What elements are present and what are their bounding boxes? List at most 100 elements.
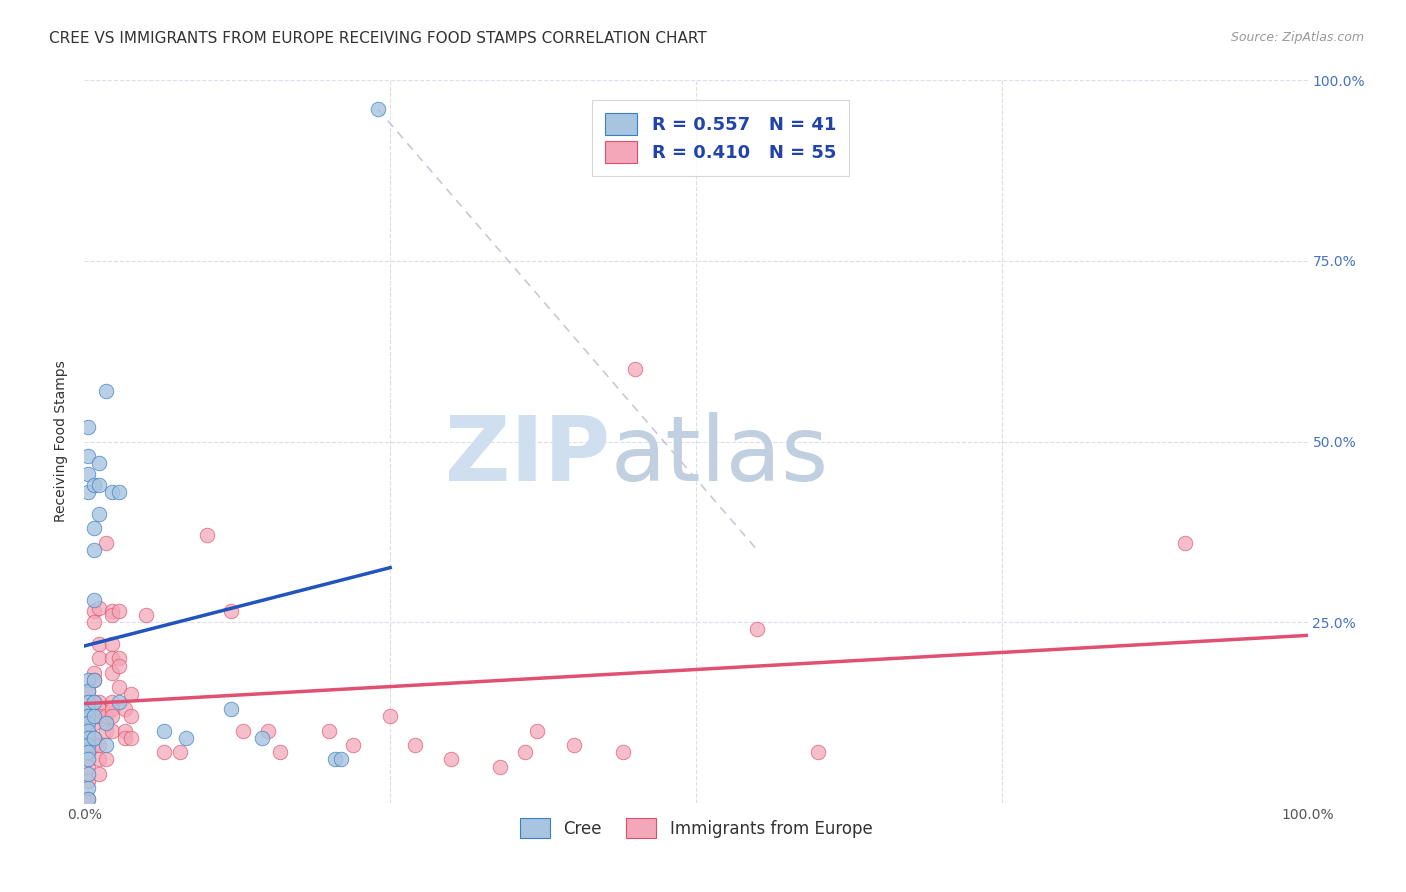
Point [107,695,129,709]
Point [101,607,124,622]
Point [96,752,118,766]
Point [77,792,100,806]
Point [404,738,426,752]
Point [77,731,100,745]
Point [257,723,280,738]
Point [77,683,100,698]
Point [513,745,536,759]
Point [107,604,129,618]
Point [77,723,100,738]
Point [107,485,129,500]
Point [342,738,364,752]
Point [101,604,124,618]
Point [77,774,100,789]
Point [120,687,142,701]
Point [87,637,110,651]
Point [77,781,100,796]
Point [101,651,124,665]
Point [77,420,100,434]
Point [96,384,118,398]
Text: ZIP: ZIP [446,412,610,500]
Point [101,702,124,716]
Point [562,738,585,752]
Point [232,723,254,738]
Point [83,695,105,709]
Point [195,528,218,542]
Point [114,731,136,745]
Point [624,362,647,376]
Point [107,658,129,673]
Point [83,738,105,752]
Point [380,709,402,723]
Point [153,745,176,759]
Point [77,673,100,687]
Point [83,731,105,745]
Point [77,702,100,716]
Point [1174,535,1197,549]
Point [101,709,124,723]
Point [77,738,100,752]
Point [96,723,118,738]
Point [120,731,142,745]
Point [77,792,100,806]
Point [87,456,110,470]
Point [77,467,100,481]
Point [83,521,105,535]
Point [77,738,100,752]
Point [83,673,105,687]
Point [120,709,142,723]
Point [250,731,273,745]
Point [219,604,242,618]
Point [83,716,105,731]
Text: atlas: atlas [610,412,828,500]
Point [87,709,110,723]
Point [174,731,197,745]
Point [269,745,291,759]
Point [77,716,100,731]
Point [101,637,124,651]
Point [96,535,118,549]
Point [101,665,124,680]
Point [87,478,110,492]
Point [101,723,124,738]
Point [96,709,118,723]
Point [83,673,105,687]
Point [114,723,136,738]
Point [77,702,100,716]
Point [87,752,110,766]
Point [77,683,100,698]
Point [96,716,118,731]
Point [114,702,136,716]
Legend: Cree, Immigrants from Europe: Cree, Immigrants from Europe [513,812,879,845]
Point [77,767,100,781]
Point [87,651,110,665]
Point [807,745,830,759]
Point [96,738,118,752]
Point [83,709,105,723]
Point [77,449,100,463]
Point [323,752,346,766]
Point [87,702,110,716]
Point [169,745,191,759]
Y-axis label: Receiving Food Stamps: Receiving Food Stamps [55,360,69,523]
Point [135,607,157,622]
Point [87,767,110,781]
Point [77,709,100,723]
Point [440,752,463,766]
Point [107,680,129,694]
Point [489,760,512,774]
Point [83,478,105,492]
Point [101,485,124,500]
Point [77,695,100,709]
Point [87,600,110,615]
Point [83,593,105,607]
Point [83,604,105,618]
Point [107,651,129,665]
Point [77,485,100,500]
Point [77,752,100,766]
Point [612,745,634,759]
Point [330,752,353,766]
Text: Source: ZipAtlas.com: Source: ZipAtlas.com [1230,31,1364,45]
Point [77,716,100,731]
Point [77,695,100,709]
